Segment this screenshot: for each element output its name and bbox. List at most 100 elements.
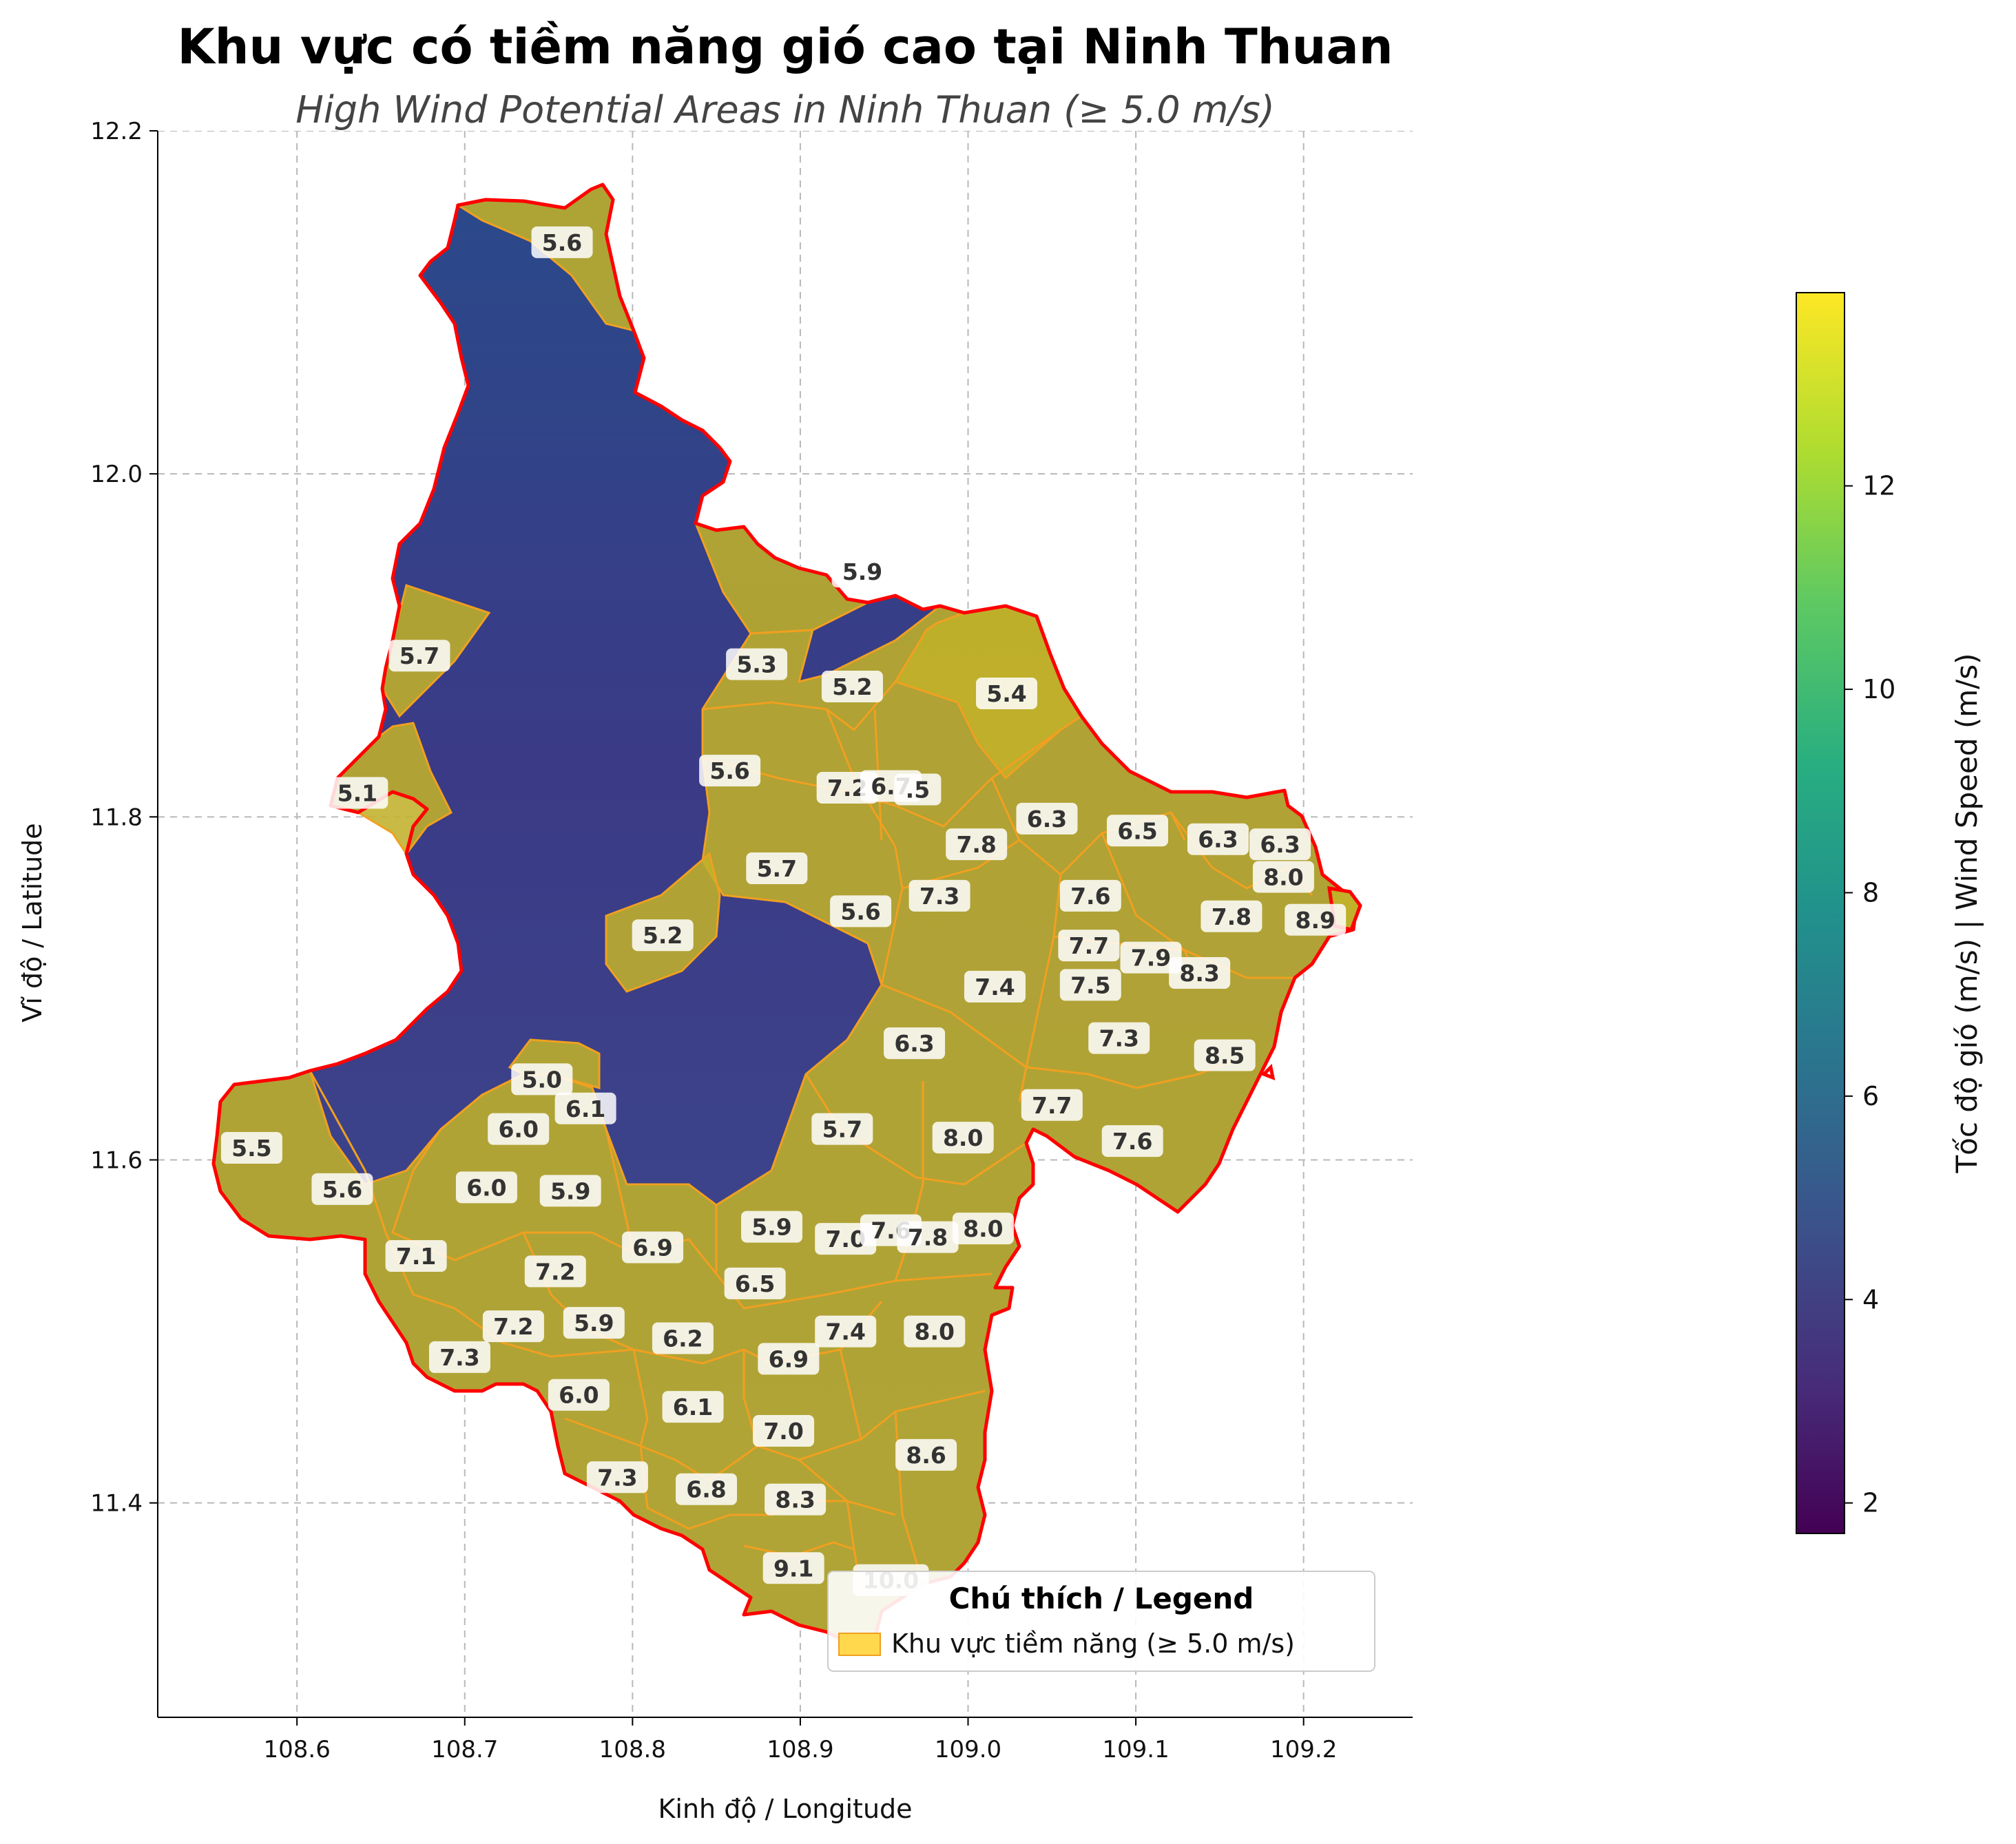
zone-speed-label: 7.7 [1058,930,1120,962]
zone-speed-value: 5.6 [709,757,749,784]
zone-speed-value: 7.3 [597,1464,637,1491]
colorbar-tick-label: 2 [1862,1488,1879,1518]
zone-speed-value: 7.2 [535,1258,575,1285]
zone-speed-value: 6.3 [894,1030,934,1057]
zone-speed-label: 5.2 [821,671,883,703]
zone-speed-value: 7.1 [396,1243,436,1270]
zone-speed-label: 6.9 [758,1343,820,1375]
x-tick-label: 108.7 [431,1736,498,1763]
zone-label-box [586,1461,648,1494]
zone-label-box [1187,823,1249,855]
zone-label-box [428,1341,490,1373]
zone-label-box [815,1315,877,1348]
zone-speed-value: 7.7 [1069,932,1109,959]
zone-speed-value: 5.3 [736,651,776,678]
zone-edge [839,1349,862,1440]
zone-label-box [821,671,883,703]
zone-edge [743,1541,855,1558]
zone-speed-label: .5 [894,773,942,806]
zone-speed-value: 8.0 [915,1319,955,1345]
zone-label-box [652,1322,714,1354]
zone-label-box [1107,815,1169,847]
zone-speed-label: 5.6 [311,1173,373,1205]
zone-speed-label: 8.0 [952,1213,1014,1245]
zone-label-box [1021,1089,1083,1121]
zone-speed-value: 5.1 [337,779,377,806]
zone-label-box [1059,879,1121,912]
zone-speed-label: 8.0 [1252,861,1314,893]
zone-label-box [511,1063,573,1096]
zone-label-box [662,1391,724,1423]
zone-speed-value: 6.5 [1117,817,1157,844]
legend-title: Chú thích / Legend [949,1582,1254,1615]
zone-label-box [554,1092,616,1124]
zone-speed-value: 8.3 [1179,960,1219,987]
zone-speed-value: 5.9 [574,1310,614,1337]
zone-label-box [946,828,1008,861]
zone-speed-value: 7.5 [1070,972,1110,998]
zone-speed-value: 7.7 [1032,1092,1072,1119]
zone-speed-value: 5.2 [643,922,683,949]
zone-edge [894,1081,924,1281]
colorbar-tick-label: 10 [1862,674,1895,704]
zone-speed-value: 7.8 [1212,903,1251,930]
zone-speed-label: 6.3 [1187,823,1249,855]
legend-box [827,1571,1375,1672]
zone-speed-value: 7.0 [825,1226,865,1253]
zone-speed-value: 6.1 [565,1096,605,1122]
zone-speed-label: 6.0 [488,1113,550,1145]
zone-speed-value: 5.7 [822,1116,862,1143]
zone-edge [1018,874,1062,1102]
zone-speed-value: 5.5 [231,1135,271,1162]
zone-speed-label: 7.8 [897,1221,959,1253]
zone-speed-value: 7.0 [763,1418,803,1445]
zone-label-box [741,1211,803,1243]
figure-subtitle: High Wind Potential Areas in Ninh Thuan … [295,88,1275,132]
zone-speed-value: 6.3 [1198,826,1238,853]
zone-label-box [1101,1125,1163,1157]
zone-speed-value: 6.5 [735,1270,775,1297]
zone-label-box [524,1255,586,1288]
zone-speed-value: 5.6 [840,898,880,925]
zone-speed-label: 5.7 [811,1113,873,1145]
zone-speed-value: 7.4 [825,1319,865,1345]
zone-label-box [952,1213,1014,1245]
y-tick-label: 12.0 [90,461,143,488]
zone-edge [804,1073,1027,1186]
zone-label-box [563,1307,625,1339]
zone-label-box [811,1113,873,1145]
zone-speed-value: 6.1 [673,1394,713,1421]
zone-speed-value: 7.9 [1131,945,1171,972]
zone-label-box [830,895,892,928]
x-tick-label: 108.8 [599,1736,666,1763]
x-tick-label: 108.6 [264,1736,331,1763]
zone-speed-value: .5 [906,776,931,803]
legend-swatch [838,1633,881,1656]
zone-speed-value: 6.3 [1027,806,1067,832]
zone-speed-label: 7.2 [524,1255,586,1288]
zone-speed-value: 7.6 [1112,1128,1152,1155]
zone-label-box [1016,802,1078,835]
zone-speed-value: 6.0 [498,1116,538,1143]
zone-edge [825,709,904,889]
legend-item-label: Khu vực tiềm năng (≥ 5.0 m/s) [891,1628,1295,1659]
zone-label-box [1249,828,1311,861]
y-tick-label: 11.4 [90,1490,143,1518]
zone-label-box [895,1438,957,1471]
zone-label-box [531,226,593,258]
zone-speed-value: 5.7 [757,855,797,882]
zone-label-box [548,1379,610,1411]
zone-label-box [220,1132,282,1164]
zone-speed-label: 8.6 [895,1438,957,1471]
zone-edge [881,983,1027,1069]
zone-speed-label: 8.0 [904,1315,966,1348]
colorbar-tick-label: 4 [1862,1284,1879,1314]
zone-speed-label: 5.1 [326,777,388,809]
x-axis-ticks: 108.6 108.7 108.8 108.9 109.0 109.1 109.2 [264,1717,1337,1763]
zone-speed-label: 7.7 [1021,1089,1083,1121]
zone-label-box [932,1122,994,1154]
zone-speed-label: 7.9 [1120,941,1182,974]
zone-label-box [765,1483,827,1516]
zone-speed-value: 7.3 [1099,1025,1139,1052]
zone-label-box [1201,900,1262,932]
